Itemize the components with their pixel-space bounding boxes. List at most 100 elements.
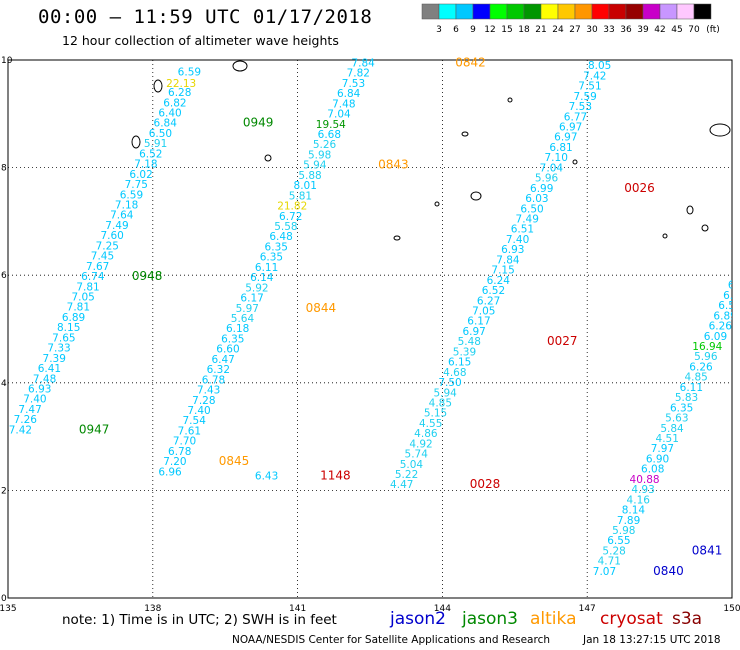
scale-swatch (693, 3, 712, 20)
satellite-s3a: s3a (672, 609, 703, 629)
swh-value: 5.74 (405, 449, 429, 461)
pass-time-label: 0028 (470, 477, 501, 491)
scale-unit: (ft) (706, 25, 720, 35)
swh-value: 6.09 (704, 331, 727, 343)
pass-time-label: 0845 (219, 454, 250, 468)
swh-value: 6.35 (221, 333, 244, 345)
swh-value: 7.20 (163, 456, 186, 468)
scale-label: 33 (603, 25, 614, 35)
swh-value: 6.11 (680, 382, 703, 394)
scale-label: 45 (671, 25, 682, 35)
swh-value: 6.35 (260, 252, 283, 264)
swh-value: 7.42 (9, 424, 32, 436)
scale-label: 42 (654, 25, 665, 35)
swh-value: 6.60 (216, 344, 239, 356)
swh-value: 7.18 (115, 199, 138, 211)
scale-label: 6 (453, 25, 459, 35)
swh-value: 7.50 (438, 377, 461, 389)
swh-value: 5.28 (602, 545, 625, 557)
swh-value: 6.59 (120, 189, 143, 201)
pass-time-label: 0026 (624, 181, 655, 195)
pass-time-label: 0843 (378, 158, 409, 172)
swh-value: 7.67 (86, 261, 109, 273)
swh-value: 6.11 (255, 262, 278, 274)
swh-value: 5.84 (660, 423, 684, 435)
coastline-island (662, 233, 668, 239)
y-tick-label: 0 (1, 594, 7, 604)
swh-value: 21.82 (277, 201, 307, 213)
swh-value: 6.28 (168, 87, 191, 99)
swh-value: 6.90 (646, 453, 669, 465)
scale-label: 3 (436, 25, 442, 35)
swh-value: 7.51 (578, 81, 601, 93)
swh-value: 7.53 (342, 78, 365, 90)
swh-value: 4.93 (631, 484, 654, 496)
swh-value: 7.75 (125, 179, 148, 191)
swh-value: 4.47 (390, 479, 413, 491)
swh-value: 4.92 (409, 438, 432, 450)
swh-value: 6.17 (467, 316, 490, 328)
y-tick-label: 6 (1, 271, 7, 281)
generated-timestamp: Jan 18 13:27:15 UTC 2018 (583, 634, 721, 646)
swh-value: 7.07 (593, 566, 616, 578)
swh-value: 7.54 (183, 415, 207, 427)
scale-label: 24 (552, 25, 564, 35)
swh-value: 6.43 (255, 471, 278, 483)
swh-value: 7.65 (52, 332, 75, 344)
color-scale: 3 6 9 12 15 18 21 24 27 30 33 36 39 42 45 70 (ft) (421, 3, 720, 35)
swh-value: 6.02 (129, 169, 152, 181)
scale-label: 15 (501, 25, 512, 35)
swh-value: 7.84 (351, 57, 375, 69)
swh-value: 7.45 (91, 251, 114, 263)
coastline-island (131, 135, 141, 149)
swh-value: 6.97 (462, 326, 485, 338)
coastline-island (572, 159, 578, 165)
swh-value: 7.05 (71, 291, 94, 303)
coastline-island (264, 154, 272, 162)
pass-time-label: 0841 (692, 543, 723, 557)
swh-value: 6.77 (564, 111, 587, 123)
swh-value: 5.94 (433, 387, 457, 399)
swh-value: 4.51 (656, 433, 679, 445)
y-tick-label: 8 (1, 164, 7, 174)
pass-time-label: 0842 (455, 55, 486, 69)
swh-value: 6.97 (554, 132, 577, 144)
scale-label: 30 (586, 25, 598, 35)
swh-value: 6.96 (158, 466, 182, 478)
swh-value: 7.40 (506, 234, 529, 246)
swh-value: 6.81 (549, 142, 572, 154)
swh-value: 5.04 (400, 459, 424, 471)
swh-value: 7.60 (100, 230, 123, 242)
swh-value: 7.53 (569, 101, 592, 113)
swh-value: 16.94 (692, 341, 722, 353)
swh-value: 7.49 (105, 220, 128, 232)
swh-value: 7.25 (96, 240, 119, 252)
swh-value: 4.85 (429, 397, 452, 409)
swh-value: 6.50 (520, 203, 543, 215)
swh-value: 6.59 (178, 67, 201, 79)
swh-value: 6.24 (487, 275, 511, 287)
swh-value: 4.16 (627, 494, 651, 506)
swh-value: 4.86 (414, 428, 438, 440)
swh-value: 6.27 (477, 295, 500, 307)
swh-value: 8.01 (294, 180, 317, 192)
pass-time-label: 0947 (79, 422, 110, 436)
swh-value: 4.55 (419, 418, 442, 430)
swh-value: 5.26 (313, 139, 337, 151)
swh-value: 6.27 (728, 280, 740, 292)
swh-value: 7.33 (47, 343, 70, 355)
swh-value: 8.14 (622, 505, 646, 517)
swh-value: 6.89 (713, 310, 736, 322)
x-tick-label: 144 (434, 604, 451, 612)
swh-value: 6.97 (559, 121, 582, 133)
swh-value: 7.64 (110, 210, 134, 222)
swh-value: 6.41 (38, 363, 61, 375)
swh-value: 6.84 (337, 88, 361, 100)
pass-time-label: 0840 (653, 564, 684, 578)
swh-value: 8.15 (57, 322, 80, 334)
y-tick-label: 2 (1, 486, 7, 496)
swh-value: 7.05 (472, 305, 495, 317)
swh-value: 5.98 (308, 149, 331, 161)
swh-value: 6.74 (81, 271, 105, 283)
swh-value: 6.72 (279, 211, 302, 223)
